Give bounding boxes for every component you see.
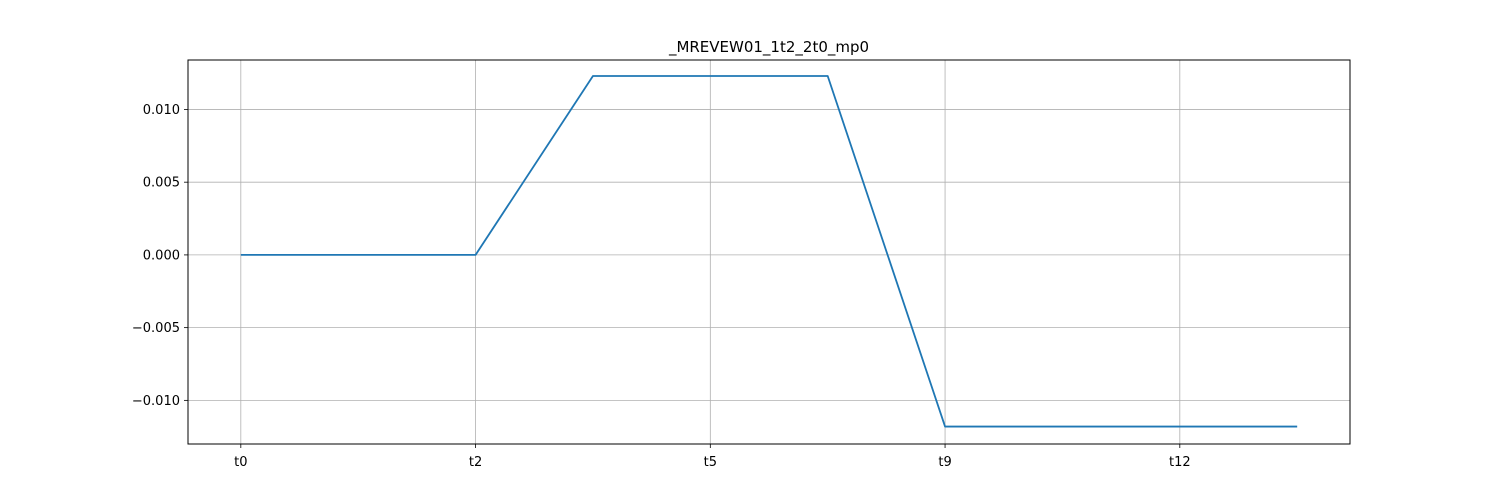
y-tick-label: −0.005	[132, 321, 180, 336]
x-tick-label: t9	[938, 455, 951, 470]
x-axis-ticks: t0 t2 t5 t9 t12	[234, 444, 1191, 470]
series-line	[240, 75, 1298, 428]
y-tick-label: 0.005	[143, 176, 180, 191]
x-tick-label: t12	[1169, 455, 1191, 470]
y-tick-label: 0.000	[143, 248, 180, 263]
y-tick-label: −0.010	[132, 394, 180, 409]
y-axis-ticks: 0.010 0.005 0.000 −0.005 −0.010	[132, 103, 188, 409]
x-tick-label: t5	[704, 455, 717, 470]
grid-lines	[188, 60, 1350, 444]
chart-title: _MREVEW01_1t2_2t0_mp0	[668, 38, 869, 57]
axes-frame	[187, 59, 1351, 445]
x-tick-label: t0	[234, 455, 247, 470]
plot-area	[240, 75, 1298, 428]
x-tick-label: t2	[469, 455, 482, 470]
y-tick-label: 0.010	[143, 103, 180, 118]
